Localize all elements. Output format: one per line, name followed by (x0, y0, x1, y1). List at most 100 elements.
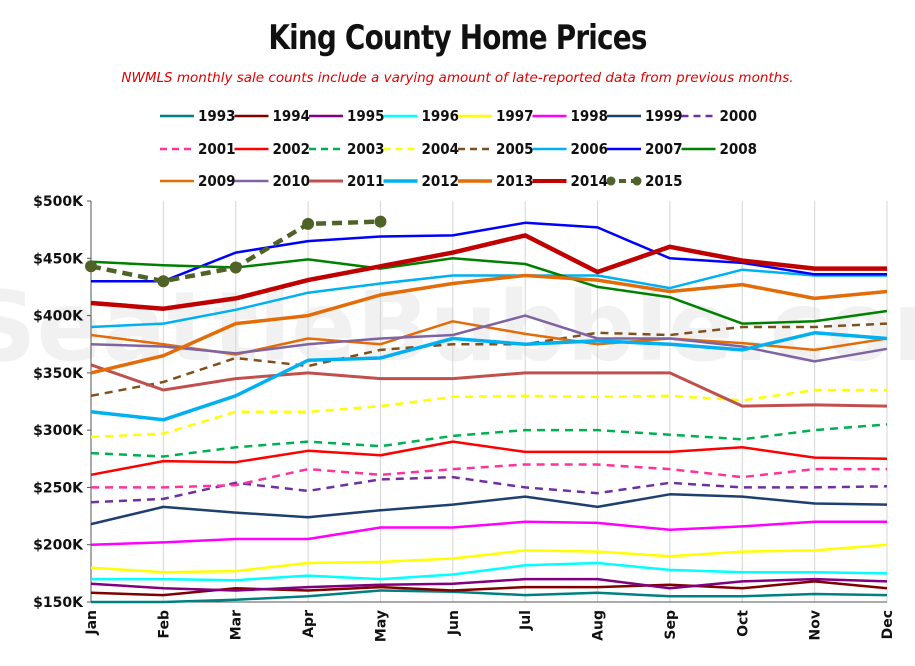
legend-item-2007: 2007 (607, 140, 683, 158)
legend-label: 2014 (571, 172, 609, 190)
series-line-2010 (90, 314, 888, 363)
legend-label: 1993 (198, 107, 236, 125)
legend-label: 2012 (422, 172, 460, 190)
x-tick-label: Sep (663, 610, 679, 640)
series-2012 (90, 331, 888, 422)
series-2006 (90, 268, 887, 329)
legend-label: 2009 (198, 172, 236, 190)
series-2011 (90, 363, 888, 408)
series-2001 (91, 463, 887, 489)
legend-item-1998: 1998 (532, 107, 608, 125)
legend-item-2008: 2008 (681, 140, 758, 158)
legend-label: 2002 (273, 140, 311, 158)
data-point-2015 (302, 217, 315, 230)
series-2005 (90, 322, 888, 398)
y-tick-label: $450K (33, 251, 84, 267)
y-tick-label: $250K (33, 480, 84, 496)
legend-item-1997: 1997 (458, 107, 534, 125)
legend-label: 2000 (720, 107, 758, 125)
series-line-1995 (90, 577, 888, 592)
legend-label: 1994 (273, 107, 311, 125)
series-line-2006 (90, 268, 887, 329)
series-2015 (85, 215, 387, 288)
legend-label: 1999 (645, 107, 683, 125)
x-tick-label: Jan (84, 610, 100, 636)
legend-item-2003: 2003 (309, 140, 385, 158)
legend: 1993 1994 1995 1996 1997 1998 1999 2000 2001 2002… (160, 107, 757, 190)
x-tick-label: Aug (591, 610, 607, 641)
series-2014 (90, 233, 887, 311)
series-line-1997 (90, 543, 888, 574)
legend-label: 1997 (496, 107, 534, 125)
series-line-2002 (90, 440, 888, 477)
x-tick-label: Oct (735, 610, 751, 637)
legend-label: 2008 (720, 140, 758, 158)
legend-item-1999: 1999 (607, 107, 683, 125)
legend-item-2006: 2006 (532, 140, 609, 158)
series-line-1998 (90, 520, 887, 546)
legend-item-1993: 1993 (160, 107, 236, 125)
legend-label: 2015 (645, 172, 683, 190)
legend-item-2000: 2000 (681, 107, 758, 125)
series-2010 (90, 314, 888, 363)
legend-label: 2010 (273, 172, 311, 190)
y-tick-label: $200K (33, 538, 84, 554)
series-2008 (90, 257, 888, 325)
legend-label: 2011 (347, 172, 385, 190)
legend-item-1995: 1995 (309, 107, 385, 125)
watermark-text: SeattleBubble.com (0, 271, 915, 383)
legend-item-2015: 2015 (606, 172, 683, 190)
series-2007 (91, 221, 887, 283)
legend-label: 1996 (422, 107, 460, 125)
legend-label: 2005 (496, 140, 534, 158)
legend-item-2009: 2009 (160, 172, 236, 190)
x-tick-label: Jul (518, 610, 534, 631)
y-tick-label: $300K (33, 423, 84, 439)
series-1993 (91, 589, 888, 604)
series-2004 (90, 388, 887, 439)
chart-title: King County Home Prices (268, 18, 647, 58)
series-line-2007 (91, 221, 887, 283)
data-point-2015 (85, 260, 97, 273)
series-1995 (90, 577, 888, 592)
legend-label: 2004 (422, 140, 460, 158)
series-line-1999 (90, 493, 888, 526)
legend-item-2001: 2001 (160, 140, 236, 158)
chart-subtitle: NWMLS monthly sale counts include a vary… (121, 70, 794, 86)
series-1996 (91, 561, 888, 582)
series-line-2004 (90, 388, 887, 439)
x-tick-label: Dec (880, 610, 896, 639)
legend-label: 2007 (645, 140, 683, 158)
series-line-1996 (91, 561, 888, 582)
series-line-2013 (90, 273, 888, 375)
legend-item-2013: 2013 (458, 172, 534, 190)
x-tick-label: Jun (446, 610, 462, 636)
legend-label: 2006 (571, 140, 609, 158)
x-tick-label: Feb (156, 610, 172, 639)
series-line-2014 (90, 233, 887, 311)
x-tick-label: Apr (301, 610, 317, 638)
legend-item-1994: 1994 (234, 107, 311, 125)
x-tick-label: Nov (808, 610, 824, 640)
series-1997 (90, 543, 888, 574)
data-point-2015 (374, 215, 387, 228)
series-line-2011 (90, 363, 888, 408)
y-tick-label: $500K (33, 194, 84, 210)
legend-label: 1995 (347, 107, 385, 125)
y-tick-label: $350K (33, 366, 84, 382)
legend-item-2011: 2011 (309, 172, 385, 190)
legend-item-2005: 2005 (458, 140, 534, 158)
watermark: SeattleBubble.com (0, 271, 915, 383)
series-line-1993 (91, 589, 888, 604)
legend-label: 2013 (496, 172, 534, 190)
series-1998 (90, 520, 887, 546)
legend-item-1996: 1996 (383, 107, 460, 125)
legend-label: 2001 (198, 140, 236, 158)
series-2003 (90, 423, 888, 458)
x-tick-label: May (373, 610, 389, 642)
series-line-2005 (90, 322, 888, 398)
series-line-2008 (90, 257, 888, 325)
series-line-2001 (91, 463, 887, 489)
legend-marker (606, 176, 616, 186)
